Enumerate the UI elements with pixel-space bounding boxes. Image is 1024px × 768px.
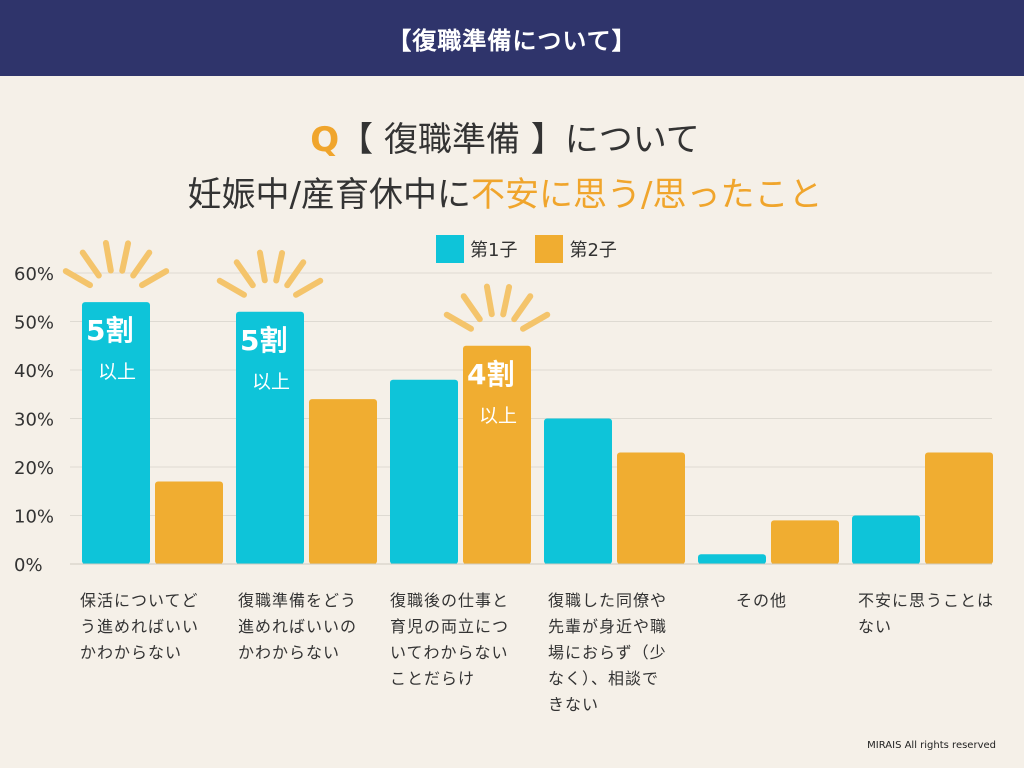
bar-series2 xyxy=(925,452,993,564)
x-category-label: 復職準備をどう 進めればいいの かわからない xyxy=(238,588,378,666)
x-category-label-line: 先輩が身近や職 xyxy=(548,617,668,636)
annotation-burst-ray xyxy=(273,250,286,284)
y-tick-label: 60% xyxy=(14,264,54,285)
annotation-burst-ray xyxy=(292,277,324,298)
x-category-label-line: 復職準備をどう xyxy=(238,591,358,610)
x-category-label-line: 不安に思うことは xyxy=(858,591,995,610)
legend-label-second: 第2子 xyxy=(569,240,617,261)
bar-series2 xyxy=(617,452,685,564)
annotation-burst-ray xyxy=(233,259,256,289)
x-category-label-line: う進めればいい xyxy=(80,617,200,636)
y-tick-label: 0% xyxy=(14,555,43,576)
annotation-burst-ray xyxy=(102,239,114,274)
annotation-burst-ray xyxy=(256,249,268,284)
bar-series2 xyxy=(771,520,839,564)
header-bar: 【復職準備について】 xyxy=(0,0,1024,76)
annotation-burst-ray xyxy=(519,311,551,332)
bar-series1 xyxy=(236,311,304,564)
question-text: 【 復職準備 】について xyxy=(339,120,700,160)
legend-swatch-second xyxy=(535,235,564,263)
bar-series1 xyxy=(544,418,612,564)
annotation-small-text: 以上 xyxy=(98,361,136,383)
x-category-label-line: 進めればいいの xyxy=(238,617,358,636)
x-category-label-line: その他 xyxy=(736,591,788,610)
x-category-label-line: 育児の両立につ xyxy=(390,617,510,636)
annotation-burst-ray xyxy=(138,268,170,289)
legend-item-first: 第1子 xyxy=(436,235,517,263)
x-category-label-line: きない xyxy=(548,695,600,714)
annotation-burst-ray xyxy=(460,293,483,323)
annotation-burst-ray xyxy=(130,249,153,279)
bar-series1 xyxy=(82,302,150,564)
x-category-label-line: 場におらず（少 xyxy=(548,643,667,662)
x-category-label: 復職後の仕事と 育児の両立につ いてわからない ことだらけ xyxy=(390,588,530,692)
question-prefix: 妊娠中/産育休中に xyxy=(187,175,471,215)
x-category-label-line: 復職した同僚や xyxy=(548,591,668,610)
y-tick-label: 40% xyxy=(14,361,54,382)
bar-series2 xyxy=(463,345,531,564)
bar-series2 xyxy=(155,481,223,564)
legend-item-second: 第2子 xyxy=(535,235,617,263)
x-category-label-line: かわからない xyxy=(238,643,341,662)
y-tick-label: 10% xyxy=(14,507,54,528)
annotation-big-text: 5割 xyxy=(240,324,287,357)
legend-label-first: 第1子 xyxy=(470,240,518,261)
bar-series1 xyxy=(698,554,766,564)
question-line-2: 妊娠中/産育休中に不安に思う/思ったこと xyxy=(0,167,1010,216)
x-category-label-line: なく）、相談で xyxy=(548,669,660,688)
annotation-small-text: 以上 xyxy=(252,371,290,393)
annotation-burst-ray xyxy=(511,293,534,323)
annotation-burst-ray xyxy=(284,259,307,289)
x-category-label: 不安に思うことは ない xyxy=(858,588,998,640)
bar-series2 xyxy=(309,399,377,564)
x-category-label-line: 復職後の仕事と xyxy=(390,591,510,610)
annotation-burst-ray xyxy=(79,249,102,279)
x-category-label-line: 保活についてど xyxy=(80,591,199,610)
annotation-small-text: 以上 xyxy=(479,405,517,427)
legend: 第1子 第2子 xyxy=(436,235,617,263)
y-tick-label: 30% xyxy=(14,410,54,431)
header-title: 【復職準備について】 xyxy=(387,26,637,55)
question-line-1: Q【 復職準備 】について xyxy=(0,112,1010,161)
annotation-big-text: 5割 xyxy=(86,314,133,347)
x-category-label: 保活についてど う進めればいい かわからない xyxy=(80,588,220,666)
annotation-burst-ray xyxy=(119,240,132,274)
annotation-burst-ray xyxy=(62,268,94,289)
annotation-burst-ray xyxy=(216,277,248,298)
y-tick-label: 50% xyxy=(14,313,54,334)
x-category-label-line: かわからない xyxy=(80,643,183,662)
bar-series1 xyxy=(390,379,458,564)
annotation-big-text: 4割 xyxy=(467,358,514,391)
x-category-label: 復職した同僚や 先輩が身近や職 場におらず（少 なく）、相談で きない xyxy=(548,588,688,718)
x-category-label-line: ない xyxy=(858,617,893,636)
legend-swatch-first xyxy=(436,235,464,263)
annotation-burst-ray xyxy=(483,283,495,318)
x-category-label: その他 xyxy=(736,588,876,614)
copyright: MIRAIS All rights reserved xyxy=(867,740,996,751)
annotation-burst-ray xyxy=(443,311,475,332)
x-category-label-line: ことだらけ xyxy=(390,669,476,688)
question-mark: Q xyxy=(310,120,340,160)
annotation-burst-ray xyxy=(500,284,513,318)
bar-series1 xyxy=(852,515,920,564)
question-highlight: 不安に思う/思ったこと xyxy=(471,175,823,215)
y-tick-label: 20% xyxy=(14,458,54,479)
x-category-label-line: いてわからない xyxy=(390,643,509,662)
